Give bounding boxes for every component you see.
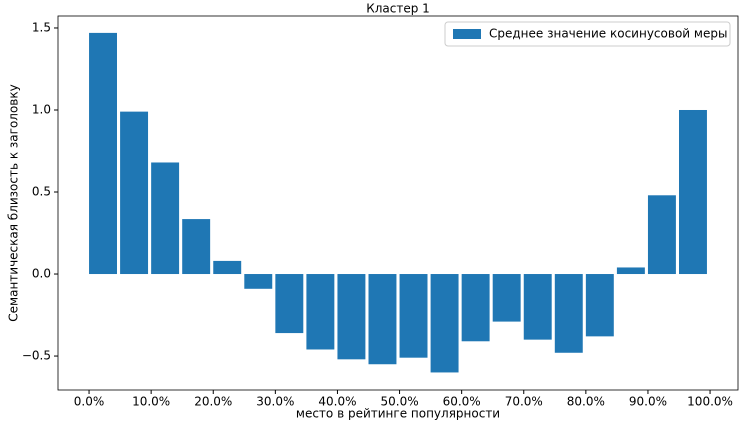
bar (585, 274, 614, 337)
bar (492, 274, 521, 322)
bar (244, 274, 273, 289)
y-tick-label: 1.5 (32, 20, 51, 34)
x-axis-label: место в рейтинге популярности (296, 407, 500, 421)
x-tick-label: 60.0% (443, 395, 481, 409)
bar (430, 274, 459, 373)
bar (89, 32, 117, 275)
x-tick-label: 70.0% (505, 395, 543, 409)
bar (679, 109, 707, 275)
legend-box (444, 21, 731, 47)
x-tick-label: 20.0% (194, 395, 232, 409)
y-tick-label: 0.0 (32, 267, 51, 281)
x-tick-label: 90.0% (629, 395, 667, 409)
y-tick-label: 0.5 (32, 185, 51, 199)
x-tick-label: 0.0% (74, 395, 105, 409)
bar (275, 274, 304, 334)
bar (151, 162, 180, 275)
bar (461, 274, 490, 342)
bar (182, 219, 211, 275)
plot-frame (57, 15, 739, 391)
x-tick-label: 100.0% (687, 395, 733, 409)
bar (523, 274, 552, 340)
bar (554, 274, 583, 353)
x-tick-label: 40.0% (318, 395, 356, 409)
bar (306, 274, 335, 350)
x-tick-label: 10.0% (132, 395, 170, 409)
legend-swatch (453, 29, 481, 39)
y-tick-label: 1.0 (32, 102, 51, 116)
bar (647, 195, 676, 275)
y-axis-label: Семантическая близость к заголовку (7, 84, 21, 321)
chart-title: Кластер 1 (366, 2, 430, 16)
bar (616, 267, 645, 275)
x-tick-label: 80.0% (567, 395, 605, 409)
bar (213, 260, 242, 275)
x-tick-label: 50.0% (380, 395, 418, 409)
legend-label: Среднее значение косинусовой меры (489, 27, 727, 41)
bar (368, 274, 397, 365)
bar (337, 274, 366, 360)
x-tick-label: 30.0% (256, 395, 294, 409)
y-tick-label: −0.5 (22, 349, 51, 363)
bar (120, 111, 149, 275)
bar (399, 274, 428, 358)
